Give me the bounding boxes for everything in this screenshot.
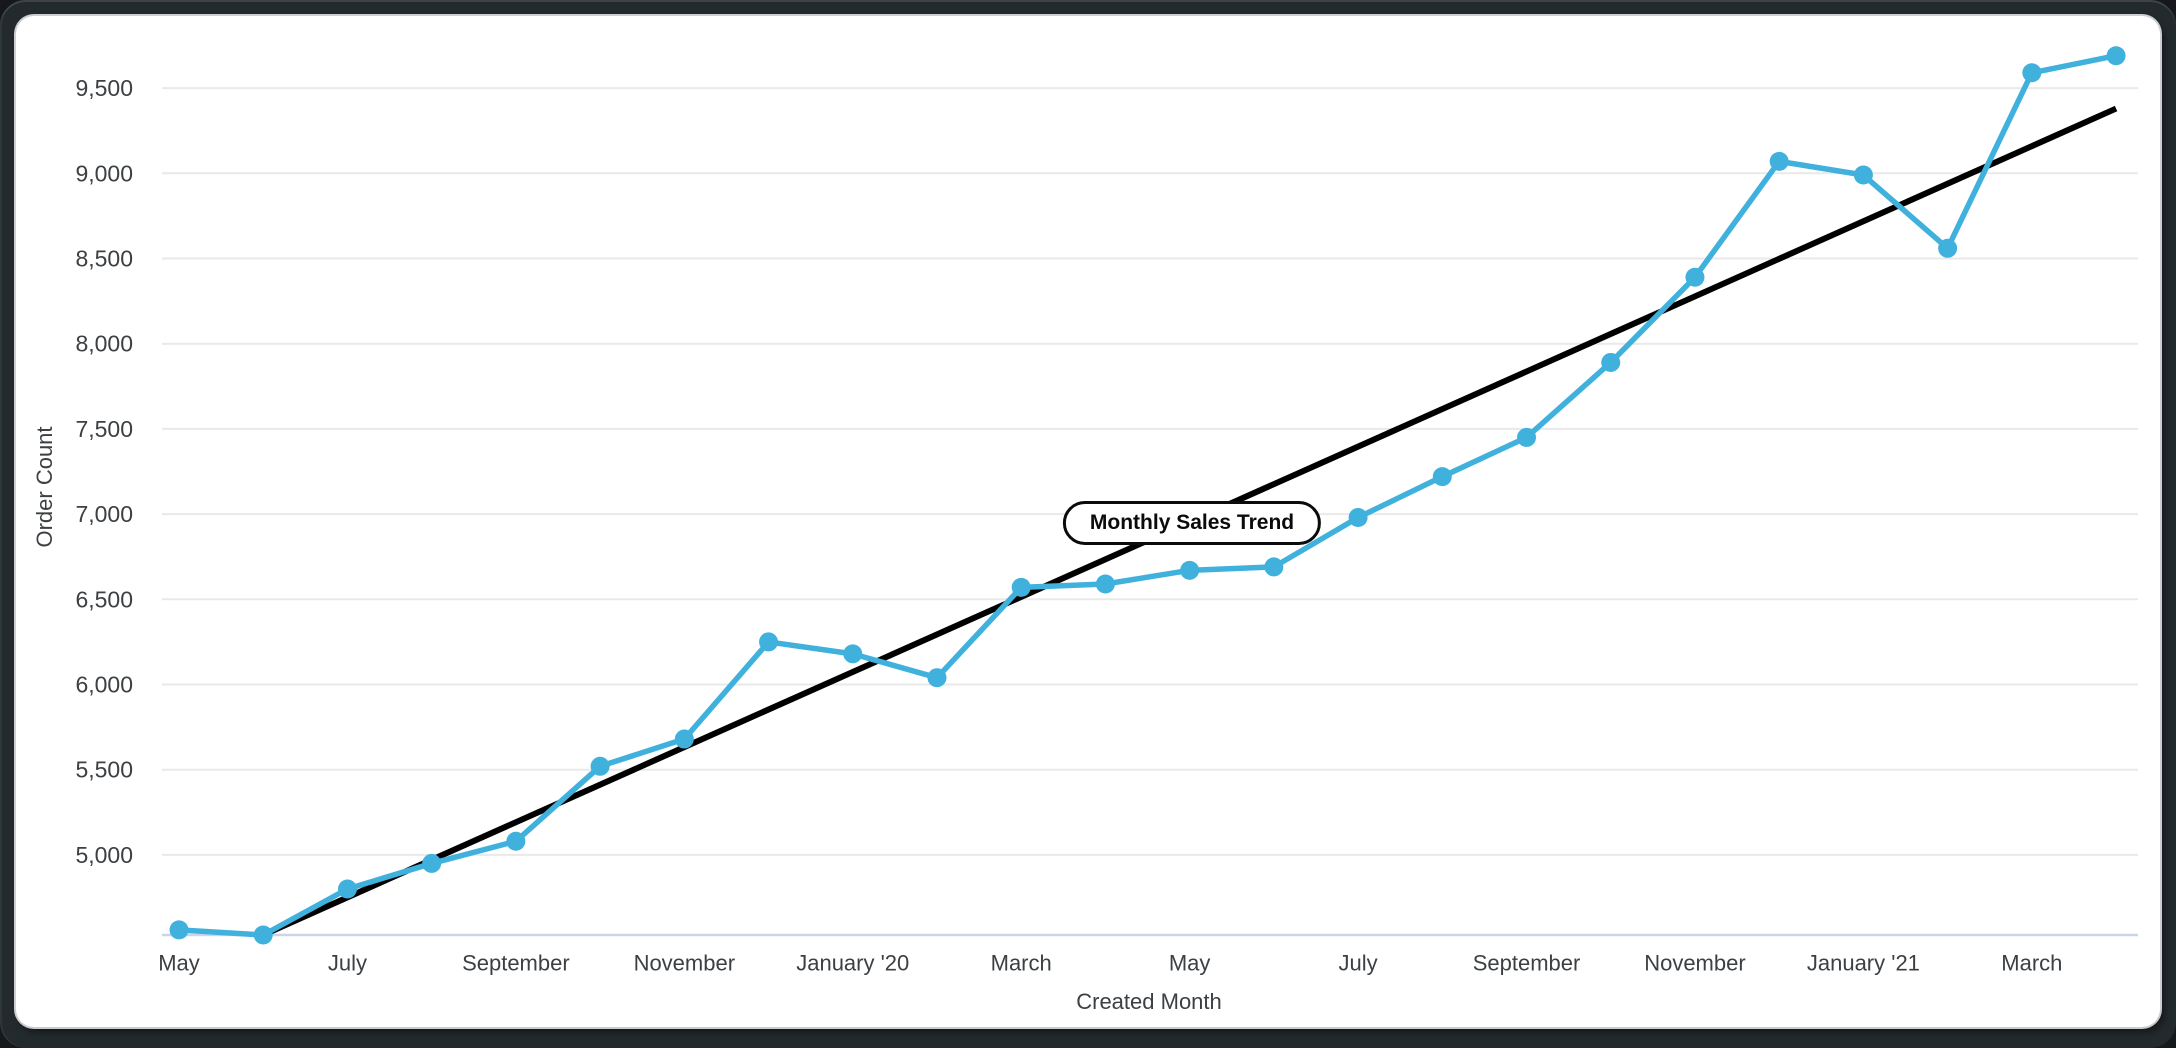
data-point[interactable] [927,668,947,688]
y-tick-label: 7,500 [75,416,133,442]
data-point[interactable] [337,879,357,899]
data-point[interactable] [1517,427,1537,447]
x-tick-label: September [462,951,570,976]
data-point[interactable] [1938,238,1958,258]
y-tick-label: 9,000 [75,160,133,186]
data-point[interactable] [759,632,779,652]
y-axis-title: Order Count [32,426,57,548]
data-point[interactable] [590,756,610,776]
data-point[interactable] [253,925,273,945]
y-tick-label: 8,000 [75,331,133,357]
x-tick-label: July [1339,951,1378,976]
data-point[interactable] [2106,46,2126,66]
y-tick-label: 5,000 [75,842,133,868]
x-tick-label: January '20 [796,951,909,976]
x-tick-label: May [1169,951,1211,976]
y-tick-label: 6,500 [75,586,133,612]
x-tick-label: March [2001,951,2062,976]
data-point[interactable] [422,853,442,873]
x-tick-label: September [1473,951,1581,976]
data-point[interactable] [1095,574,1115,594]
x-tick-label: November [634,951,735,976]
y-tick-label: 6,000 [75,672,133,698]
x-axis-title: Created Month [1076,989,1222,1014]
series-line [176,52,2119,938]
data-point[interactable] [1432,467,1452,487]
data-point[interactable] [674,729,694,749]
data-point[interactable] [1348,508,1368,528]
x-tick-label: January '21 [1807,951,1920,976]
data-point[interactable] [2022,63,2042,83]
x-tick-label: November [1644,951,1745,976]
data-point[interactable] [1011,577,1031,597]
data-point[interactable] [1769,151,1789,171]
data-point[interactable] [843,644,863,664]
x-tick-label: May [158,951,200,976]
trendline-label-pill: Monthly Sales Trend [1062,501,1322,545]
data-point[interactable] [1601,352,1621,372]
data-point[interactable] [1264,557,1284,577]
y-tick-label: 9,500 [75,75,133,101]
y-tick-label: 5,500 [75,757,133,783]
data-point[interactable] [1685,267,1705,287]
trendline-label-text: Monthly Sales Trend [1089,511,1295,534]
data-point[interactable] [1853,165,1873,185]
data-point[interactable] [506,831,526,851]
y-tick-label: 7,000 [75,501,133,527]
y-tick-label: 8,500 [75,246,133,272]
data-point[interactable] [1180,560,1200,580]
x-tick-label: March [991,951,1052,976]
x-tick-label: July [328,951,367,976]
data-point[interactable] [169,920,189,940]
